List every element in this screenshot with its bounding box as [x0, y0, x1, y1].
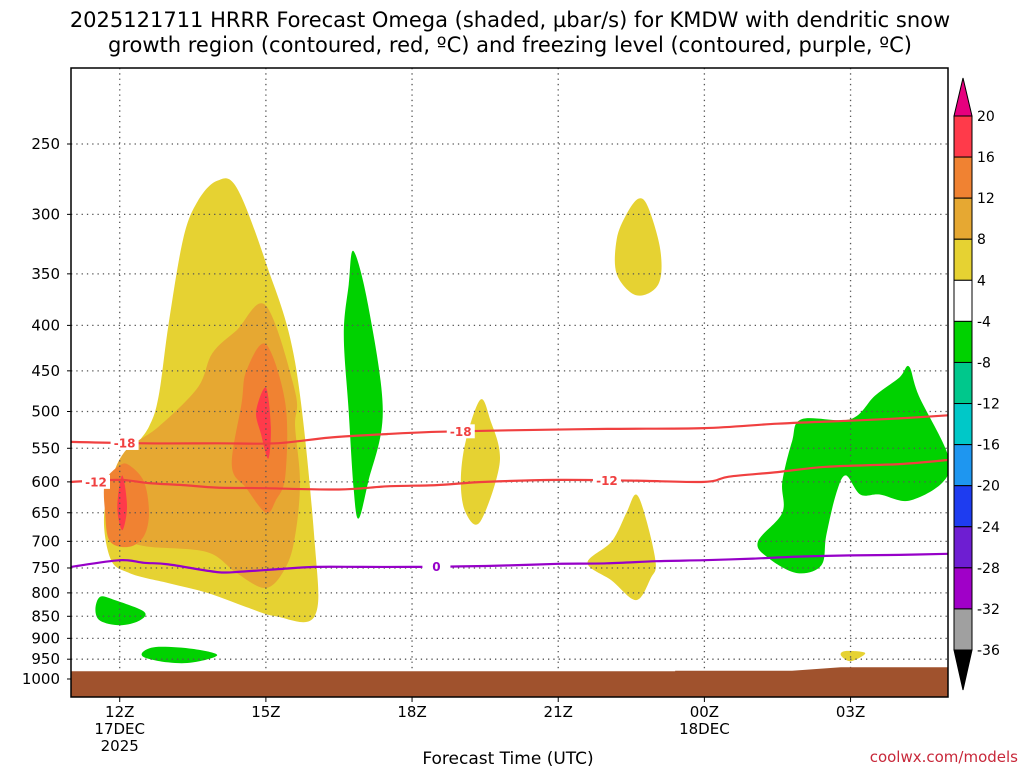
colorbar-swatch-1	[953, 156, 973, 199]
colorbar-label-1: 16	[977, 150, 995, 166]
contour-label-0-1: -18	[450, 425, 472, 439]
y-tick-label-950: 950	[31, 650, 60, 668]
colorbar-swatch-12	[953, 608, 973, 651]
contour-label-1-1: -12	[596, 474, 618, 488]
y-tick-label-700: 700	[31, 532, 60, 550]
y-tick-label-850: 850	[31, 607, 60, 625]
omega-region-8	[587, 494, 656, 601]
x-tick-label-27-0: 03Z	[836, 703, 865, 721]
colorbar-label-12: -32	[977, 602, 1000, 618]
y-tick-label-1000: 1000	[22, 670, 60, 688]
colorbar-swatch-7	[953, 403, 973, 446]
credit-text: coolwx.com/models	[870, 748, 1018, 766]
x-tick-label-12-0: 12Z	[105, 703, 134, 721]
plot-area: -18 -18 -12 -12 0	[71, 68, 948, 697]
axes: 250 300 350 400 450 500 550 600 650 700 750 800 850 9…	[22, 67, 949, 755]
contour-label-bg-1-1	[592, 473, 621, 488]
y-tick-label-650: 650	[31, 504, 60, 522]
colorbar-label-9: -20	[977, 479, 1000, 495]
title-line-2: growth region (contoured, red, ºC) and f…	[108, 33, 912, 57]
colorbar-swatch-11	[953, 567, 973, 610]
title-line-1: 2025121711 HRRR Forecast Omega (shaded, …	[70, 8, 950, 32]
contour-line-1	[71, 458, 948, 491]
colorbar-label-7: -12	[977, 397, 1000, 413]
contour-label-bg-2-0	[422, 559, 451, 574]
y-tick-label-500: 500	[31, 403, 60, 421]
colorbar: 20 16 12 8 4 -4 -8 -12 -16 -20 -24 -28 -32 -36	[953, 77, 1000, 691]
colorbar-swatch-8	[953, 444, 973, 487]
y-tick-label-300: 300	[31, 205, 60, 223]
colorbar-swatch-5	[953, 320, 973, 363]
x-tick-label-21-0: 21Z	[544, 703, 573, 721]
x-tick-label-18-0: 18Z	[397, 703, 426, 721]
colorbar-swatch-9	[953, 485, 973, 528]
omega-region-7	[614, 198, 662, 296]
y-tick-label-750: 750	[31, 559, 60, 577]
plot-frame	[70, 67, 949, 698]
y-tick-label-550: 550	[31, 439, 60, 457]
x-tick-label-12-2: 2025	[101, 737, 139, 755]
colorbar-label-6: -8	[977, 355, 991, 371]
omega-region-4	[255, 387, 271, 459]
colorbar-label-13: -36	[977, 643, 1000, 659]
y-tick-label-250: 250	[31, 135, 60, 153]
contour-label-1-0: -12	[85, 475, 107, 489]
colorbar-label-10: -24	[977, 520, 1000, 536]
y-tick-label-400: 400	[31, 316, 60, 334]
colorbar-label-0: 20	[977, 109, 995, 125]
x-axis-title: Forecast Time (UTC)	[422, 749, 593, 768]
ground-surface	[71, 667, 948, 697]
contour-label-0-0: -18	[114, 436, 136, 450]
colorbar-label-5: -4	[977, 314, 991, 330]
colorbar-label-2: 12	[977, 191, 995, 207]
x-tick-label-12-1: 17DEC	[94, 720, 145, 738]
plot-content: -18 -18 -12 -12 0	[71, 68, 948, 697]
omega-region-10	[343, 250, 383, 519]
contour-line-0	[71, 414, 948, 445]
contour-label-bg-0-0	[110, 435, 139, 450]
colorbar-label-11: -28	[977, 561, 1000, 577]
x-tick-label-24-1: 18DEC	[679, 720, 730, 738]
x-tick-label-15-0: 15Z	[251, 703, 280, 721]
colorbar-swatch-6	[953, 361, 973, 405]
y-tick-label-350: 350	[31, 265, 60, 283]
x-tick-label-24-0: 00Z	[690, 703, 719, 721]
contour-label-bg-0-1	[446, 424, 475, 439]
colorbar-bottom-arrow	[953, 649, 973, 691]
y-tick-label-450: 450	[31, 362, 60, 380]
colorbar-swatch-3	[953, 238, 973, 281]
colorbar-swatch-10	[953, 526, 973, 569]
colorbar-swatch-4	[953, 279, 973, 322]
omega-region-9	[840, 650, 866, 662]
y-tick-label-900: 900	[31, 629, 60, 647]
y-tick-label-800: 800	[31, 584, 60, 602]
colorbar-swatch-0	[953, 115, 973, 158]
contour-line-2	[71, 552, 948, 574]
y-tick-label-600: 600	[31, 473, 60, 491]
colorbar-label-4: 4	[977, 273, 986, 289]
contour-label-bg-1-0	[82, 474, 110, 489]
omega-region-11	[95, 596, 146, 626]
colorbar-swatch-2	[953, 197, 973, 240]
colorbar-top-arrow	[953, 77, 973, 117]
colorbar-label-3: 8	[977, 232, 986, 248]
colorbar-label-8: -16	[977, 438, 1000, 454]
contour-label-2-0: 0	[432, 560, 440, 574]
omega-region-5	[117, 475, 127, 531]
